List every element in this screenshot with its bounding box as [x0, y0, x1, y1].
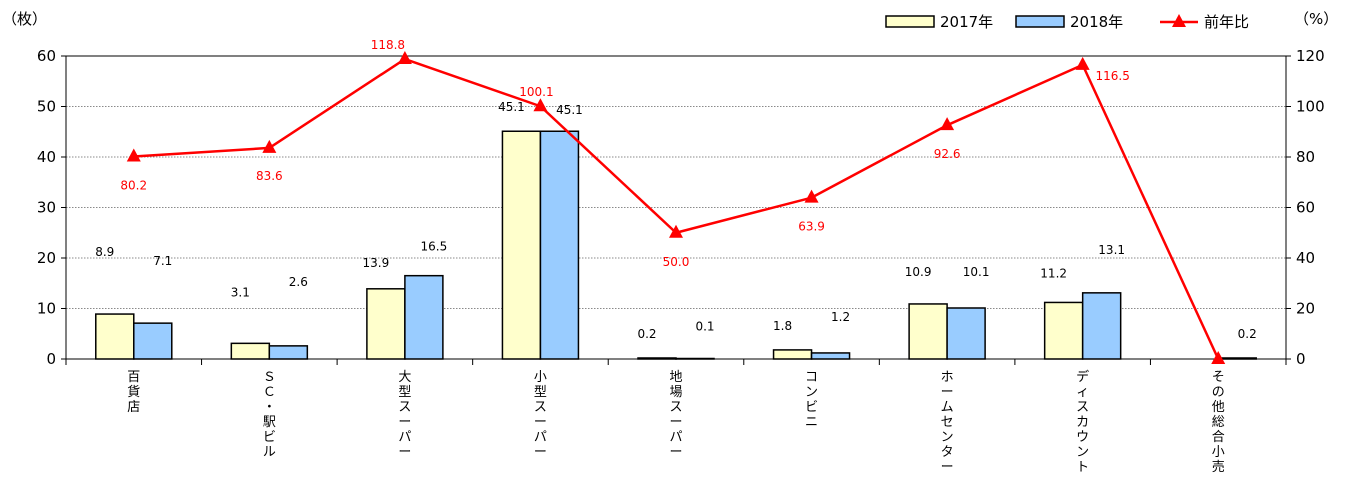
bar-label-2017: 45.1 [498, 100, 525, 114]
bar-2018 [810, 352, 851, 360]
bar-label-2018: 1.2 [831, 310, 850, 324]
ratio-marker [1211, 351, 1226, 364]
bar-label-2018: 0.1 [695, 319, 714, 333]
ratio-marker [397, 51, 412, 65]
bar-2017 [637, 357, 677, 360]
bar-label-2018: 16.5 [421, 240, 448, 254]
bar-label-2017: 10.9 [905, 265, 932, 279]
category-label: 百貨店 [127, 370, 140, 415]
bar-2018 [675, 357, 715, 360]
ratio-label: 92.6 [934, 147, 961, 161]
bar-label-2017: 3.1 [231, 285, 250, 299]
y-left-tick-label: 20 [37, 249, 56, 267]
bar-label-2018: 13.1 [1098, 243, 1125, 257]
category-label: 地場スーパー [669, 370, 682, 460]
bar-2018 [539, 130, 580, 360]
legend-marker [1172, 14, 1186, 27]
bar-2017 [366, 288, 406, 360]
bar-label-2018: 7.1 [153, 254, 172, 268]
y-left-tick-label: 60 [37, 47, 56, 65]
legend-swatch [885, 15, 935, 28]
legend: 2017年 2018年 前年比 [885, 13, 1249, 31]
bar-label-2018: 0.2 [1238, 327, 1257, 341]
y-right-unit: （%） [1294, 10, 1338, 28]
bar-label-2018: 2.6 [289, 275, 308, 289]
category-label: 小型スーパー [534, 370, 547, 460]
y-right-tick-label: 60 [1296, 199, 1315, 217]
bar-label-2017: 1.8 [773, 319, 792, 333]
category-label: コンビニ [805, 370, 818, 430]
bar-2018 [1081, 292, 1122, 360]
bar-2018 [946, 307, 986, 360]
bar-2017 [1043, 301, 1084, 360]
bar-label-2017: 8.9 [95, 245, 114, 259]
ratio-marker [669, 224, 683, 238]
ratio-label: 100.1 [519, 85, 553, 99]
ratio-label: 50.0 [663, 255, 690, 269]
ratio-marker [533, 98, 548, 112]
legend-label: 2018年 [1070, 13, 1123, 31]
bar-2017 [230, 342, 271, 360]
bar-label-2018: 45.1 [556, 103, 583, 117]
bar-2017 [772, 349, 813, 360]
bar-2017 [908, 303, 948, 360]
y-right-tick-label: 80 [1296, 148, 1315, 166]
y-right-tick-label: 40 [1296, 249, 1315, 267]
legend-swatch [1015, 15, 1065, 28]
ratio-marker [1075, 56, 1090, 70]
bar-2017 [501, 130, 542, 360]
ratio-marker [126, 148, 141, 162]
y-left-tick-label: 10 [37, 300, 56, 318]
ratio-label: 116.5 [1095, 69, 1129, 83]
bar-2018 [268, 345, 309, 360]
ratio-label: 83.6 [256, 169, 283, 183]
y-left-unit: （枚） [2, 10, 47, 28]
bar-label-2017: 0.2 [637, 327, 656, 341]
category-label: ホームセンター [941, 370, 954, 475]
category-label: ＳＣ・駅ビル [263, 370, 276, 460]
category-label: その他総合小売 [1212, 370, 1225, 475]
bar-2017 [95, 313, 135, 360]
y-left-tick-label: 0 [46, 350, 56, 368]
bar-2018 [404, 274, 444, 360]
y-left-tick-label: 30 [37, 199, 56, 217]
bar-2018 [1217, 357, 1257, 360]
ratio-label: 63.9 [798, 220, 825, 234]
y-left-tick-label: 50 [37, 98, 56, 116]
legend-label: 前年比 [1204, 13, 1249, 31]
y-right-tick-label: 20 [1296, 300, 1315, 318]
y-right-tick-label: 0 [1296, 350, 1306, 368]
bar-label-2017: 13.9 [363, 256, 390, 270]
bar-2018 [133, 322, 173, 360]
ratio-marker [262, 139, 277, 153]
bar-label-2017: 11.2 [1040, 266, 1067, 280]
y-left-tick-label: 40 [37, 148, 56, 166]
ratio-marker [940, 117, 955, 131]
legend-label: 2017年 [940, 13, 993, 31]
category-label: 大型スーパー [398, 370, 411, 460]
ratio-label: 80.2 [120, 178, 147, 192]
y-right-tick-label: 120 [1296, 47, 1325, 65]
category-label: ディスカウント [1076, 369, 1089, 475]
y-right-tick-label: 100 [1296, 98, 1325, 116]
ratio-marker [804, 189, 819, 203]
bar-label-2018: 10.1 [963, 265, 990, 279]
ratio-label: 118.8 [371, 38, 405, 52]
